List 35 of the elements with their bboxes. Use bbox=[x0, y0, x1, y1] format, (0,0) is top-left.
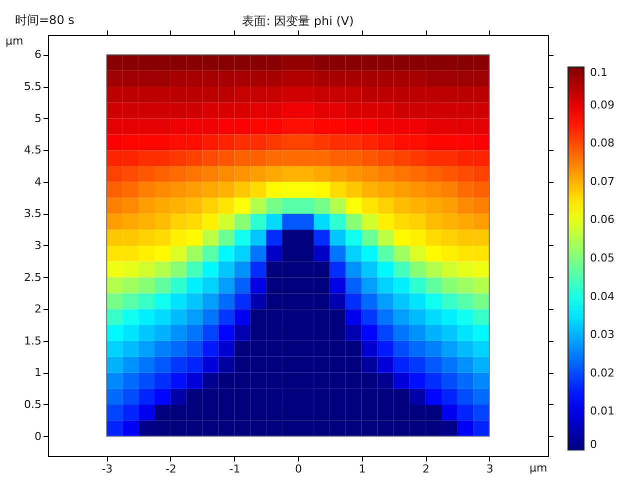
color-bar-label: 0.05 bbox=[590, 252, 614, 264]
x-tick-label: -3 bbox=[102, 462, 113, 476]
color-bar-label: 0.01 bbox=[590, 404, 614, 418]
x-tick-label: -2 bbox=[165, 462, 176, 476]
color-bar-label: 0.06 bbox=[590, 213, 614, 226]
y-tick-label: 5 bbox=[34, 112, 42, 125]
y-tick-label: 4 bbox=[34, 175, 42, 188]
y-axis-title: μm bbox=[6, 34, 24, 48]
chart-title: 表面: 因变量 phi (V) bbox=[242, 14, 354, 28]
color-bar-label: 0 bbox=[590, 438, 597, 451]
color-bar-label: 0.07 bbox=[590, 174, 614, 188]
y-tick-label: 0 bbox=[34, 430, 42, 443]
color-bar-label: 0.03 bbox=[590, 328, 614, 342]
color-bar-label: 0.08 bbox=[590, 136, 614, 150]
y-tick-label: 5.5 bbox=[24, 80, 42, 94]
color-bar-label: 0.09 bbox=[590, 98, 614, 112]
y-tick-label: 1 bbox=[34, 366, 42, 380]
text: 时间=80 s bbox=[15, 13, 74, 27]
color-bar-label: 0.04 bbox=[590, 290, 614, 303]
y-tick-label: 2.5 bbox=[24, 270, 42, 284]
x-tick-label: 0 bbox=[295, 462, 302, 476]
y-tick-label: 2 bbox=[34, 302, 42, 316]
x-axis-title: μm bbox=[530, 462, 548, 474]
x-tick-label: -1 bbox=[229, 462, 240, 476]
x-tick-label: 2 bbox=[422, 462, 430, 476]
y-tick-label: 4.5 bbox=[24, 144, 42, 157]
color-bar-label: 0.02 bbox=[590, 366, 614, 380]
y-tick-label: 0.5 bbox=[24, 398, 42, 411]
y-tick-label: 1.5 bbox=[24, 334, 42, 348]
y-tick-label: 6 bbox=[34, 48, 42, 62]
color-bar-label: 0.1 bbox=[590, 66, 608, 79]
y-tick-label: 3.5 bbox=[24, 207, 42, 220]
y-tick-label: 3 bbox=[34, 239, 42, 252]
x-tick-label: 3 bbox=[486, 462, 494, 476]
x-tick-label: 1 bbox=[358, 462, 366, 476]
